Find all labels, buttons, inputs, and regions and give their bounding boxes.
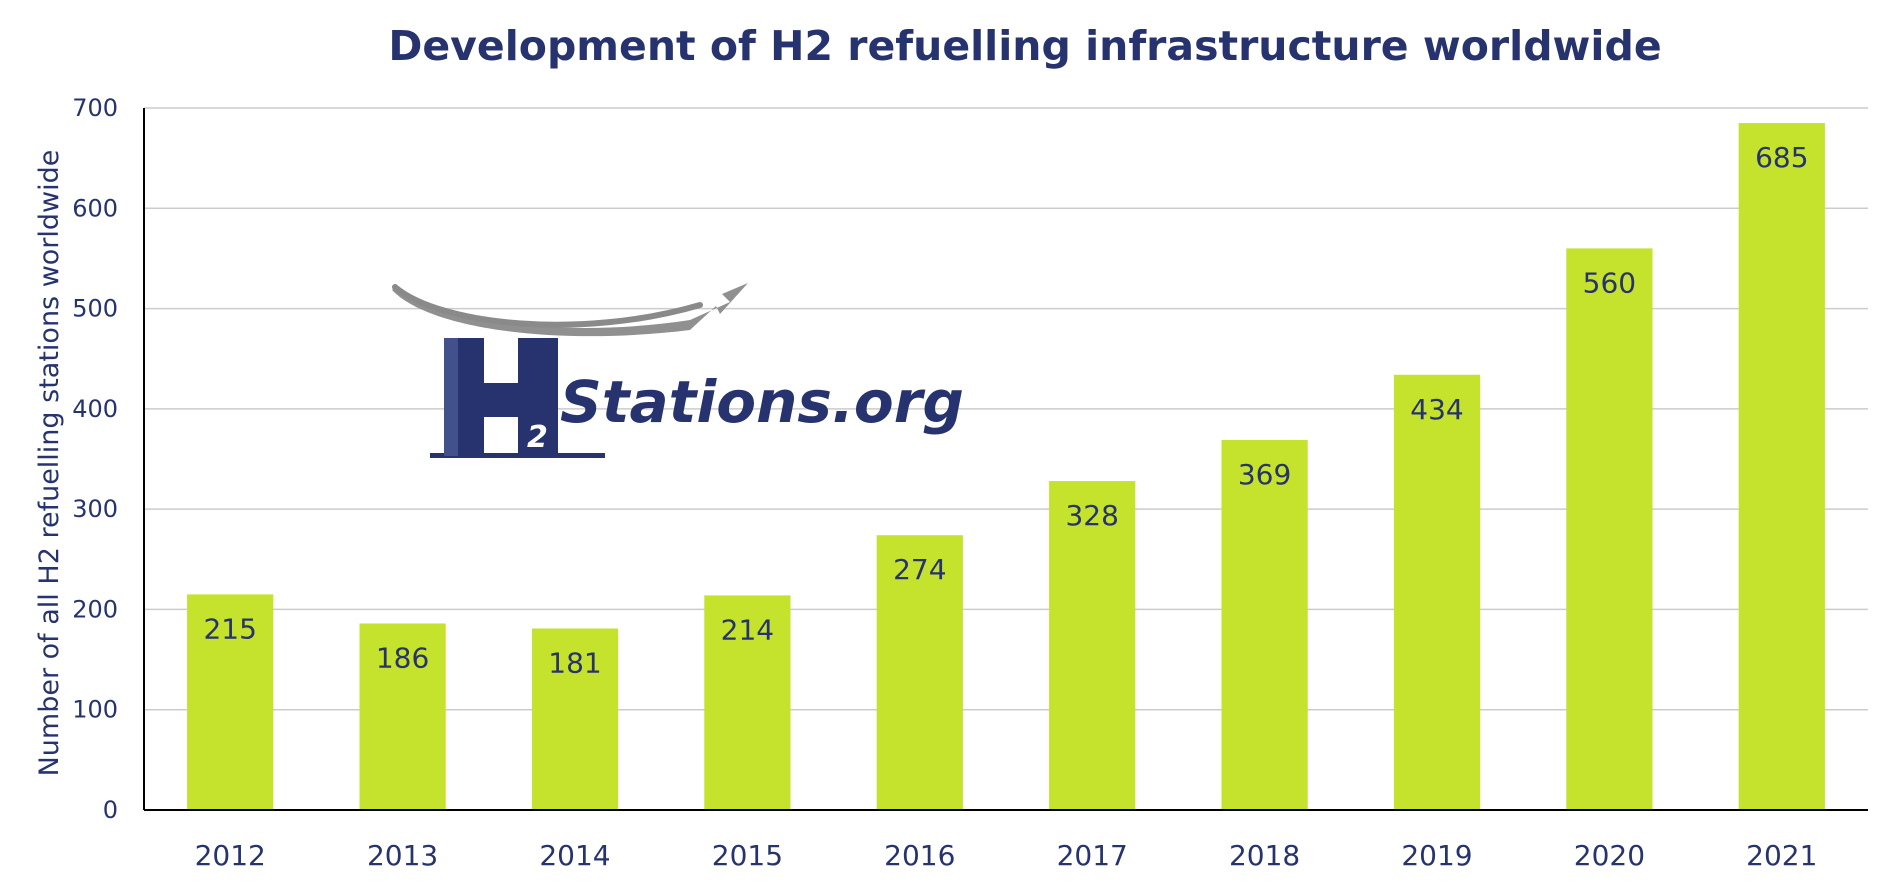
x-tick-label-2017: 2017 xyxy=(1057,839,1128,872)
y-tick-label: 700 xyxy=(72,94,118,122)
data-label-2017: 328 xyxy=(1065,499,1118,532)
x-tick-label-2012: 2012 xyxy=(195,839,266,872)
x-tick-label-2014: 2014 xyxy=(539,839,610,872)
data-labels: 215 186 181 214 274 328 369 434 560 685 xyxy=(203,141,1808,679)
bar-2014 xyxy=(531,628,619,810)
y-tick-label: 300 xyxy=(72,495,118,523)
logo-text: Stations.org xyxy=(560,368,964,436)
x-tick-label-2021: 2021 xyxy=(1746,839,1817,872)
bars xyxy=(187,123,1825,811)
logo: 2 Stations.org xyxy=(392,283,964,458)
bar-2015 xyxy=(704,595,791,810)
logo-arrow-curve xyxy=(392,284,703,328)
x-tick-label-2013: 2013 xyxy=(367,839,438,872)
x-tick-label-2020: 2020 xyxy=(1574,839,1645,872)
y-axis-label: Number of all H2 refuelling stations wor… xyxy=(34,150,65,777)
x-tick-label-2019: 2019 xyxy=(1401,839,1472,872)
y-tick-label: 100 xyxy=(72,696,118,724)
x-axis-ticks: 2012 2013 2014 2015 2016 2017 2018 2019 2020 2021 xyxy=(195,839,1818,872)
y-tick-label: 400 xyxy=(72,395,118,423)
chart-title: Development of H2 refuelling infrastruct… xyxy=(388,22,1661,70)
y-tick-label: 500 xyxy=(72,295,118,323)
bar-2018 xyxy=(1221,439,1308,810)
logo-subscript: 2 xyxy=(527,420,548,455)
y-tick-label: 0 xyxy=(103,796,118,824)
bar-2019 xyxy=(1393,374,1481,810)
data-label-2021: 685 xyxy=(1755,141,1808,174)
data-label-2012: 215 xyxy=(203,612,256,645)
bar-2020 xyxy=(1566,248,1653,810)
bar-2021 xyxy=(1738,123,1825,811)
data-label-2015: 214 xyxy=(721,613,774,646)
y-tick-label: 200 xyxy=(72,595,118,623)
x-tick-label-2015: 2015 xyxy=(712,839,783,872)
bar-2017 xyxy=(1049,481,1136,810)
bar-2012 xyxy=(187,594,274,810)
data-label-2013: 186 xyxy=(376,641,429,674)
data-label-2020: 560 xyxy=(1583,266,1636,299)
x-tick-label-2018: 2018 xyxy=(1229,839,1300,872)
x-tick-label-2016: 2016 xyxy=(884,839,955,872)
data-label-2014: 181 xyxy=(548,646,601,679)
data-label-2016: 274 xyxy=(893,553,946,586)
y-tick-label: 600 xyxy=(72,194,118,222)
y-axis-ticks: 0 100 200 300 400 500 600 700 xyxy=(72,94,118,824)
data-label-2018: 369 xyxy=(1238,458,1291,491)
bar-2016 xyxy=(876,535,963,810)
logo-arrow-icon xyxy=(392,283,748,337)
bar-2013 xyxy=(359,623,446,810)
data-label-2019: 434 xyxy=(1410,393,1463,426)
logo-h-mark xyxy=(430,338,605,458)
